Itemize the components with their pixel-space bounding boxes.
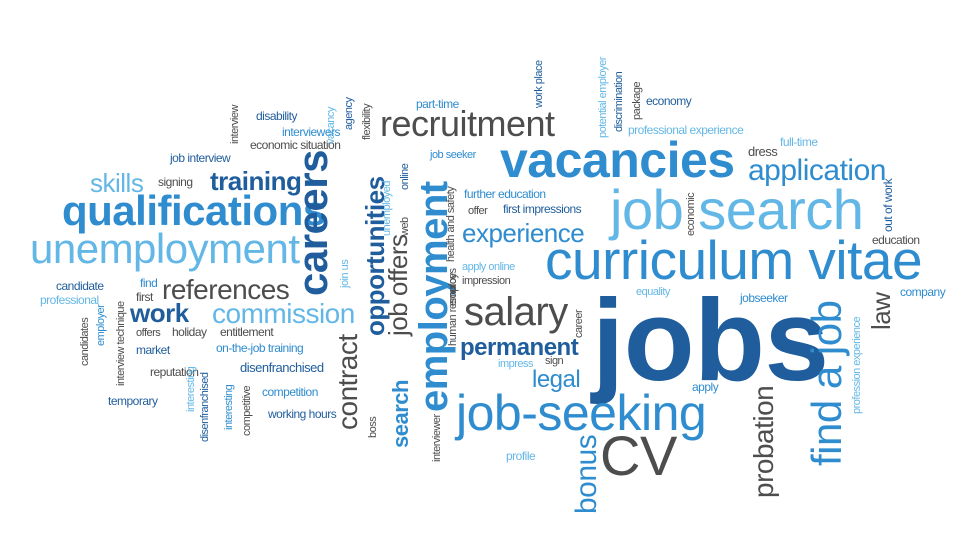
word-work-place: work place	[533, 60, 545, 108]
word-profession-experience: profession experience	[851, 316, 863, 414]
word-unemployment: unemployment	[30, 225, 300, 272]
word-working-hours: disenfranchised	[240, 360, 324, 375]
word-on-the-job-training: on-the-job training	[216, 341, 304, 355]
word-interview-technique: interview technique	[115, 301, 127, 386]
word-interesting: interesting	[185, 366, 197, 412]
word-profile: sign	[545, 355, 564, 367]
word-interviewers: interviewers	[282, 125, 341, 139]
word-further-education: further education	[464, 187, 546, 201]
word-economic-situation: economic situation	[250, 138, 341, 152]
word-find-a-job: find a job	[803, 300, 850, 466]
word-signing: signing	[158, 175, 193, 189]
word-vacancy: vacancy	[325, 107, 337, 144]
word-economy: economy	[646, 94, 692, 108]
word-salary: salary	[464, 290, 568, 334]
word-package: package	[631, 81, 643, 120]
word-interview: interview	[229, 105, 241, 144]
word-first-impressions: first impressions	[503, 202, 582, 216]
word-human-resources: boss	[367, 416, 379, 438]
word-experience: experience	[462, 218, 585, 248]
word-law: law	[866, 292, 896, 330]
word-discrimination: discrimination	[613, 71, 625, 132]
word-competitive: competition	[262, 385, 318, 399]
word-candidate: candidate	[56, 279, 104, 293]
word-apply-online: apply online	[462, 261, 515, 273]
word-employer: employer	[95, 304, 107, 346]
word-cv: CV	[600, 424, 677, 487]
word-job-interview: job interview	[170, 151, 231, 165]
word-impression: impression	[462, 275, 511, 287]
word-jobseeker: jobseeker	[740, 291, 788, 305]
word-company: company	[900, 285, 946, 299]
word-full-time: full-time	[780, 135, 818, 149]
word-training: training	[210, 166, 302, 196]
word-interviewer: temporary	[108, 394, 158, 408]
word-out-of-work: out of work	[881, 178, 895, 232]
word-interview-process: join us	[339, 259, 351, 288]
word-part-time: part-time	[416, 97, 459, 111]
word-curriculum-vitae: curriculum vitae	[545, 229, 923, 291]
word-boss: reputation	[150, 365, 199, 379]
word-reputation: working hours	[268, 407, 337, 421]
word-temporary: competitive	[241, 385, 253, 436]
word-permanent: permanent	[460, 334, 579, 361]
word-disenfranchised: disenfranchised	[199, 372, 211, 442]
word-agency: agency	[343, 97, 355, 130]
word-market: market	[136, 343, 170, 357]
word-professional: professional	[40, 293, 99, 307]
word-web: web	[399, 217, 411, 236]
word-economic: economic	[685, 192, 697, 236]
word-job-seeker: job seeker	[430, 149, 476, 161]
word-join-us: apply	[692, 380, 719, 394]
word-bonus: bonus	[570, 434, 603, 514]
word-application: application	[748, 154, 886, 187]
word-work: work	[130, 298, 189, 328]
word-job-search: job search	[610, 178, 864, 241]
word-offer: offer	[468, 205, 488, 217]
word-first: first	[136, 290, 153, 304]
word-holiday: holiday	[172, 325, 207, 339]
word-equality: equality	[636, 286, 670, 298]
word-potential-employer: potential employer	[597, 57, 609, 138]
word-skills: skills	[90, 168, 144, 198]
word-job-seeking: job-seeking	[456, 385, 707, 441]
word-references: references	[162, 274, 290, 305]
word-health-and-safety: health and safety	[445, 186, 457, 262]
word-impress: interviewer	[431, 414, 443, 462]
word-find: find	[140, 276, 158, 290]
word-dress: dress	[748, 144, 778, 159]
word-dress-code: profile	[506, 449, 536, 463]
word-vacancies: vacancies	[500, 132, 735, 188]
word-contract: contract	[332, 334, 363, 430]
word-competition: interesting	[223, 384, 235, 430]
word-apply: impress	[498, 358, 534, 370]
word-jobs: jobs	[592, 275, 829, 405]
word-search: search	[388, 380, 413, 448]
word-probation: probation	[748, 385, 779, 498]
word-commission: commission	[212, 298, 355, 329]
word-legal: legal	[532, 366, 581, 393]
word-job-offers: job offers	[383, 234, 413, 336]
word-offers: offers	[136, 327, 161, 339]
word-professional-experience: professional experience	[628, 123, 744, 137]
word-education: education	[872, 233, 920, 247]
word-disability: disability	[256, 109, 298, 123]
word-career: career	[573, 309, 585, 338]
word-sign: human resources	[447, 268, 459, 347]
word-online: online	[399, 163, 411, 190]
word-entitlement: entitlement	[220, 325, 274, 339]
word-candidates: candidates	[79, 317, 91, 366]
word-flexibility: flexibility	[361, 103, 373, 140]
word-qualifications: qualifications	[62, 187, 326, 234]
word-recruitment: recruitment	[380, 103, 555, 144]
word-unemployed: unemployed	[381, 181, 393, 236]
